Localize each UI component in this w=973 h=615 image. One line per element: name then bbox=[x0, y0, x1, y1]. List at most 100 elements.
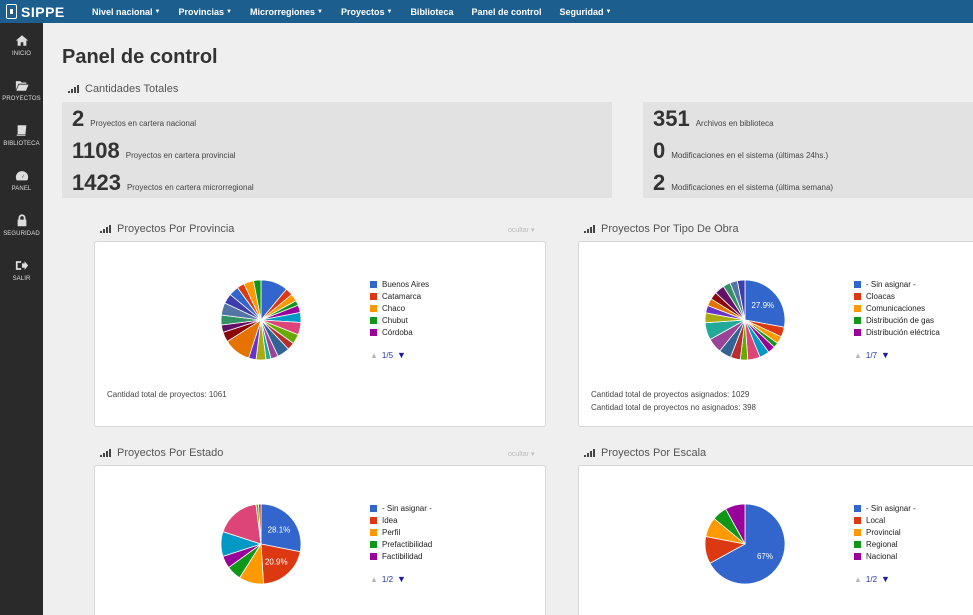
sidebar-item-salir[interactable]: SALIR bbox=[0, 248, 43, 293]
panel-provincia: Buenos Aires Catamarca Chaco Chubut Córdoba … bbox=[94, 241, 546, 427]
legend-item[interactable]: Distribución de gas bbox=[854, 314, 940, 326]
legend-item[interactable]: Factibilidad bbox=[370, 550, 432, 562]
totals-heading: Cantidades Totales bbox=[68, 83, 178, 95]
legend-item[interactable]: Nacional bbox=[854, 550, 916, 562]
page-up-icon[interactable]: ▲ bbox=[370, 574, 378, 584]
nav-label: Microrregiones bbox=[249, 6, 315, 17]
hide-link[interactable]: ocultar ▾ bbox=[508, 451, 535, 458]
pie-slice[interactable] bbox=[260, 543, 301, 585]
legend-item[interactable]: Cloacas bbox=[854, 290, 940, 302]
legend-item[interactable]: Perfil bbox=[370, 526, 432, 538]
footer-line: Cantidad total de proyectos: 1061 bbox=[107, 390, 227, 399]
legend-swatch bbox=[370, 280, 377, 288]
pie-slice-label: 67% bbox=[757, 552, 773, 561]
stat-value: 0 bbox=[653, 138, 666, 163]
sidebar-item-panel[interactable]: PANEL bbox=[0, 158, 43, 203]
legend-swatch bbox=[854, 504, 861, 512]
totals-right-box: 351 Archivos en biblioteca 0 Modificacio… bbox=[643, 102, 973, 198]
nav-seguridad[interactable]: Seguridad ▼ bbox=[559, 0, 611, 23]
pie-chart-provincia bbox=[220, 279, 302, 361]
legend-swatch bbox=[370, 504, 377, 512]
legend-item[interactable]: Regional bbox=[854, 538, 916, 550]
signal-bars-icon bbox=[100, 225, 112, 233]
nav-biblioteca[interactable]: Biblioteca bbox=[410, 0, 453, 23]
stat-modificaciones-semana: 2 Modificaciones en el sistema (última s… bbox=[653, 170, 833, 196]
legend-item[interactable]: Idea bbox=[370, 514, 432, 526]
nav-panel-de-control[interactable]: Panel de control bbox=[471, 0, 541, 23]
nav-proyectos[interactable]: Proyectos ▼ bbox=[341, 0, 392, 23]
stat-cartera-nacional: 2 Proyectos en cartera nacional bbox=[72, 106, 196, 132]
legend-swatch bbox=[854, 528, 861, 536]
sidebar-item-inicio[interactable]: INICIO bbox=[0, 23, 43, 68]
dashboard-icon bbox=[15, 171, 28, 181]
page-down-icon[interactable]: ▼ bbox=[397, 574, 406, 584]
lock-icon bbox=[17, 214, 26, 227]
page-up-icon[interactable]: ▲ bbox=[370, 350, 378, 360]
legend-item[interactable]: Chaco bbox=[370, 302, 429, 314]
sidebar-item-label: PANEL bbox=[11, 186, 32, 192]
legend-provincia: Buenos Aires Catamarca Chaco Chubut Córdoba bbox=[370, 278, 429, 338]
nav-label: Biblioteca bbox=[410, 6, 454, 17]
legend-item[interactable]: Buenos Aires bbox=[370, 278, 429, 290]
pie-slice[interactable] bbox=[725, 503, 746, 545]
sidebar-item-seguridad[interactable]: SEGURIDAD bbox=[0, 203, 43, 248]
legend-pager: ▲ 1/7 ▼ bbox=[854, 350, 890, 360]
top-navbar: SIPPE Nivel nacional ▼ Provincias ▼ Micror… bbox=[0, 0, 973, 23]
legend-label: - Sin asignar - bbox=[866, 279, 916, 289]
footer-line: Cantidad total de proyectos asignados: 1… bbox=[591, 390, 750, 399]
stat-modificaciones-24hs: 0 Modificaciones en el sistema (últimas … bbox=[653, 138, 828, 164]
legend-item[interactable]: Local bbox=[854, 514, 916, 526]
nav-provincias[interactable]: Provincias ▼ bbox=[178, 0, 231, 23]
page-down-icon[interactable]: ▼ bbox=[881, 574, 890, 584]
totals-heading-text: Cantidades Totales bbox=[85, 83, 179, 95]
legend-swatch bbox=[854, 292, 861, 300]
legend-swatch bbox=[854, 516, 861, 524]
legend-swatch bbox=[370, 292, 377, 300]
legend-item[interactable]: Córdoba bbox=[370, 326, 429, 338]
page-up-icon[interactable]: ▲ bbox=[854, 350, 862, 360]
pie-slice[interactable] bbox=[736, 279, 746, 321]
legend-item[interactable]: Prefactibilidad bbox=[370, 538, 432, 550]
brand[interactable]: SIPPE bbox=[6, 0, 65, 23]
stat-value: 1423 bbox=[72, 170, 121, 195]
brand-logo-icon bbox=[6, 4, 17, 19]
page-down-icon[interactable]: ▼ bbox=[397, 350, 406, 360]
legend-swatch bbox=[370, 528, 377, 536]
nav-nivel-nacional[interactable]: Nivel nacional ▼ bbox=[92, 0, 160, 23]
panel-title: Proyectos Por Provincia bbox=[117, 223, 235, 235]
nav-label: Provincias bbox=[178, 6, 225, 17]
legend-item[interactable]: Comunicaciones bbox=[854, 302, 940, 314]
legend-item[interactable]: - Sin asignar - bbox=[854, 502, 916, 514]
hide-link[interactable]: ocultar ▾ bbox=[508, 227, 535, 234]
legend-pager: ▲ 1/2 ▼ bbox=[854, 574, 890, 584]
nav-microrregiones[interactable]: Microrregiones ▼ bbox=[250, 0, 323, 23]
pie-slice[interactable] bbox=[709, 503, 786, 585]
legend-item[interactable]: - Sin asignar - bbox=[854, 278, 940, 290]
page-up-icon[interactable]: ▲ bbox=[854, 574, 862, 584]
nav-label: Proyectos bbox=[340, 6, 385, 17]
legend-item[interactable]: Catamarca bbox=[370, 290, 429, 302]
legend-label: Nacional bbox=[866, 551, 898, 561]
legend-label: Regional bbox=[866, 539, 898, 549]
nav-label: Nivel nacional bbox=[92, 6, 153, 17]
sidebar-item-proyectos[interactable]: PROYECTOS bbox=[0, 68, 43, 113]
legend-item[interactable]: Provincial bbox=[854, 526, 916, 538]
legend-swatch bbox=[370, 516, 377, 524]
pie-slice[interactable] bbox=[253, 279, 262, 321]
panel-heading-escala: Proyectos Por Escala bbox=[584, 447, 706, 459]
pie-slice[interactable] bbox=[744, 279, 786, 328]
sidebar-item-biblioteca[interactable]: BIBLIOTECA bbox=[0, 113, 43, 158]
pie-slice[interactable] bbox=[222, 503, 262, 545]
legend-item[interactable]: Chubut bbox=[370, 314, 429, 326]
pie-slice[interactable] bbox=[260, 503, 302, 553]
pie-slice[interactable] bbox=[258, 503, 262, 545]
signal-bars-icon bbox=[68, 85, 80, 93]
legend-item[interactable]: - Sin asignar - bbox=[370, 502, 432, 514]
sidebar-item-label: PROYECTOS bbox=[2, 96, 41, 102]
legend-swatch bbox=[370, 552, 377, 560]
pie-slice-label: 28.1% bbox=[268, 525, 291, 534]
stat-label: Proyectos en cartera nacional bbox=[90, 119, 197, 128]
page-down-icon[interactable]: ▼ bbox=[881, 350, 890, 360]
legend-item[interactable]: Distribución eléctrica bbox=[854, 326, 940, 338]
legend-label: - Sin asignar - bbox=[382, 503, 432, 513]
